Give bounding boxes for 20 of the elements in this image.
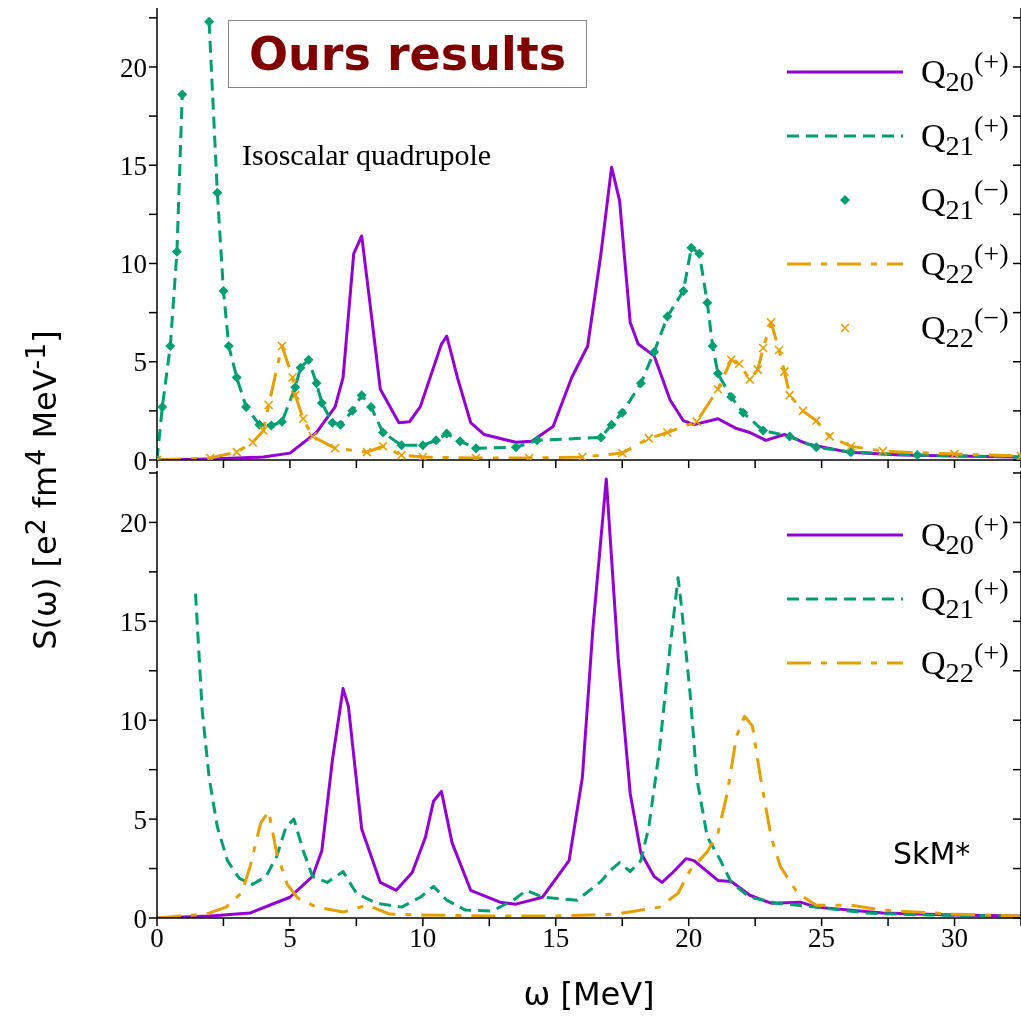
x-axis-title: ω [MeV]: [522, 975, 656, 1013]
y-tick-label: 20: [120, 52, 147, 83]
y-tick-label: 0: [133, 445, 147, 476]
annotation: Ours results: [228, 20, 588, 88]
y-tick-label: 20: [120, 508, 147, 539]
x-tick-label: 5: [283, 923, 297, 954]
y-tick-label: 5: [133, 347, 147, 378]
y-tick-label: 10: [120, 705, 147, 736]
annotation: Isoscalar quadrupole: [242, 138, 492, 172]
y-tick-label: 15: [120, 606, 147, 637]
y-tick-label: 10: [120, 249, 147, 280]
y-tick-label: 0: [133, 903, 147, 934]
x-tick-label: 15: [542, 923, 570, 954]
x-tick-label: 25: [808, 923, 836, 954]
y-tick-label: 5: [133, 804, 147, 835]
x-tick-label: 30: [941, 923, 969, 954]
x-tick-label: 10: [409, 923, 437, 954]
y-tick-label: 15: [120, 150, 147, 181]
annotation: SkM*: [893, 836, 971, 871]
x-tick-label: 20: [675, 923, 703, 954]
